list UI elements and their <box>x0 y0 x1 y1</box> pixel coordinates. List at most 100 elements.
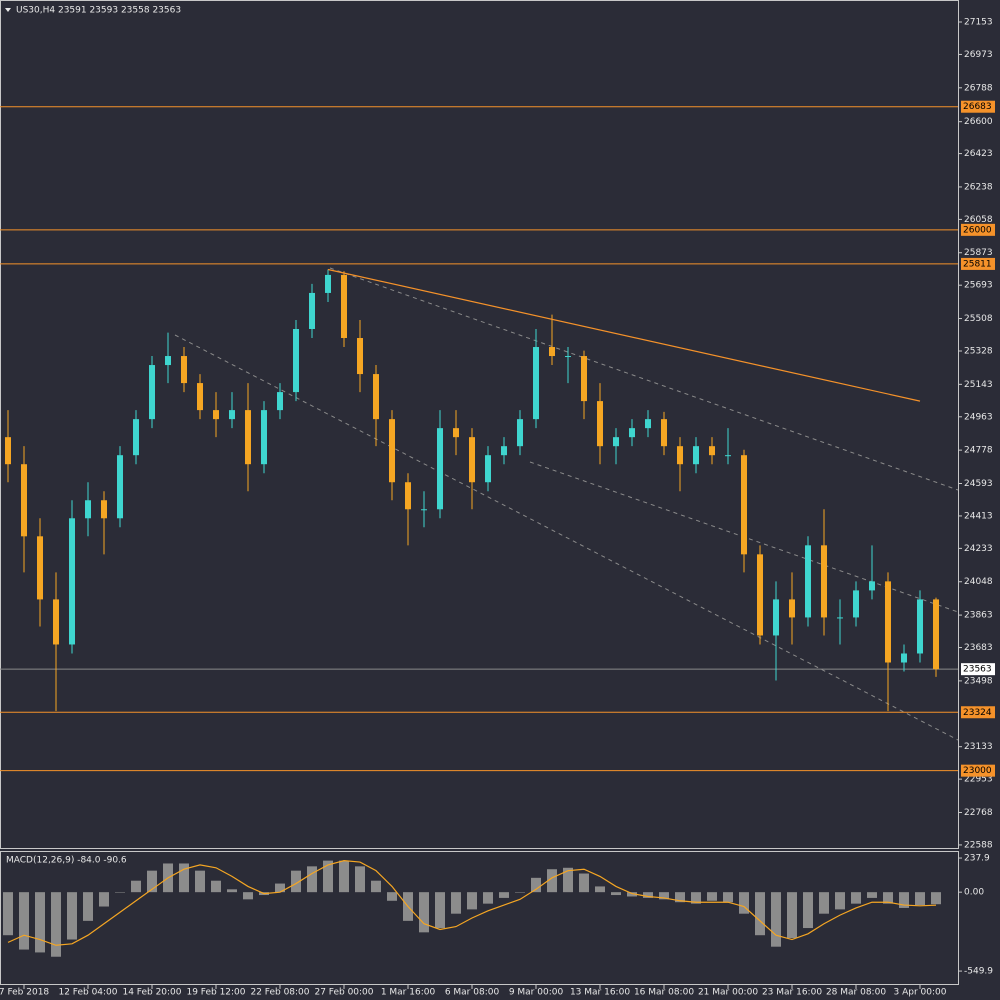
x-tick-label: 6 Mar 08:00 <box>445 988 500 998</box>
macd-bar <box>467 892 477 910</box>
x-tick-label: 27 Feb 00:00 <box>314 988 373 998</box>
macd-bar <box>931 892 941 905</box>
candle-body <box>277 392 283 411</box>
macd-bar <box>99 892 109 907</box>
candle-body <box>677 446 683 465</box>
y-tick-label: 27153 <box>964 17 993 27</box>
macd-bar <box>675 892 685 903</box>
candle-body <box>885 581 891 663</box>
macd-bar <box>83 892 93 921</box>
macd-bar <box>275 883 285 893</box>
x-tick-label: 3 Apr 00:00 <box>894 988 947 998</box>
signal-line <box>7 860 937 946</box>
macd-bar <box>51 892 61 957</box>
macd-bar <box>35 892 45 953</box>
main-frame <box>0 0 959 849</box>
candle-body <box>261 410 267 465</box>
channel-line <box>329 267 959 491</box>
y-tick-label: 24413 <box>964 511 993 521</box>
macd-bar <box>419 892 429 933</box>
candle-body <box>117 455 123 519</box>
y-tick-label: 24048 <box>964 577 993 587</box>
x-tick-label: 28 Mar 08:00 <box>826 988 886 998</box>
candle-body <box>341 274 347 339</box>
candle-body <box>725 455 731 457</box>
candle-body <box>165 356 171 366</box>
candle-body <box>69 518 75 645</box>
macd-bar <box>19 892 29 950</box>
candle-body <box>901 653 907 663</box>
y-tick-label: 24593 <box>964 479 993 489</box>
macd-bar <box>179 863 189 893</box>
x-tick-label: 13 Mar 16:00 <box>570 988 630 998</box>
chart-title: US30,H4 23591 23593 23558 23563 <box>16 6 181 16</box>
price-level-label: 23000 <box>963 766 992 776</box>
x-tick-label: 16 Mar 08:00 <box>634 988 694 998</box>
candle-body <box>661 419 667 447</box>
x-tick-label: 1 Mar 16:00 <box>381 988 436 998</box>
candle-body <box>709 446 715 456</box>
macd-bar <box>3 892 13 936</box>
candle-body <box>469 437 475 483</box>
candle-body <box>53 599 59 645</box>
candle-body <box>293 328 299 393</box>
x-tick-label: 14 Feb 20:00 <box>122 988 181 998</box>
price-level-label: 25811 <box>963 259 992 269</box>
candle-body <box>549 347 555 357</box>
y-tick-label: 23133 <box>964 742 993 752</box>
y-tick-label: 24963 <box>964 412 993 422</box>
macd-bar <box>611 892 621 896</box>
price-level-tag <box>961 257 995 270</box>
y-tick-label: 22588 <box>964 840 993 850</box>
x-tick-label: 12 Feb 04:00 <box>58 988 117 998</box>
macd-bar <box>803 892 813 929</box>
x-tick-label: 7 Feb 2018 <box>0 988 49 998</box>
macd-bar <box>659 892 669 900</box>
macd-bar <box>195 870 205 893</box>
macd-y-tick-label: 0.00 <box>964 888 984 898</box>
macd-bar <box>547 869 557 893</box>
y-tick-label: 23863 <box>964 611 993 621</box>
candle-body <box>853 590 859 618</box>
macd-bar <box>307 866 317 893</box>
y-tick-label: 22953 <box>964 775 993 785</box>
last-price-label: 23563 <box>963 665 992 675</box>
y-tick-label: 26238 <box>964 182 993 192</box>
y-tick-label: 24778 <box>964 446 993 456</box>
macd-bar <box>451 892 461 914</box>
candle-body <box>501 446 507 456</box>
candle-body <box>933 599 939 670</box>
macd-bar <box>499 892 509 898</box>
macd-y-tick-label: 237.9 <box>964 854 990 864</box>
macd-bar <box>851 892 861 904</box>
price-level-tag <box>961 100 995 113</box>
candle-body <box>85 500 91 519</box>
macd-bar <box>643 892 653 898</box>
x-tick-label: 23 Mar 16:00 <box>762 988 822 998</box>
macd-bar <box>579 873 589 893</box>
y-tick-label: 26423 <box>964 149 993 159</box>
y-tick-label: 23498 <box>964 676 993 686</box>
y-tick-label: 23683 <box>964 643 993 653</box>
macd-y-tick-label: -549.9 <box>964 967 993 977</box>
macd-bar <box>435 892 445 929</box>
candle-body <box>389 419 395 483</box>
macd-bar <box>899 892 909 908</box>
macd-bar <box>707 892 717 901</box>
macd-bar <box>867 892 877 898</box>
macd-bar <box>483 892 493 904</box>
candle-body <box>213 410 219 420</box>
macd-bar <box>835 892 845 910</box>
y-tick-label: 25143 <box>964 380 993 390</box>
candle-body <box>357 338 363 375</box>
macd-bar <box>755 892 765 936</box>
candle-body <box>757 554 763 636</box>
candle-body <box>229 410 235 420</box>
candle-body <box>101 500 107 519</box>
x-tick-label: 21 Mar 00:00 <box>698 988 758 998</box>
macd-bar <box>883 892 893 904</box>
macd-bar <box>515 892 525 893</box>
price-level-tag <box>961 706 995 719</box>
